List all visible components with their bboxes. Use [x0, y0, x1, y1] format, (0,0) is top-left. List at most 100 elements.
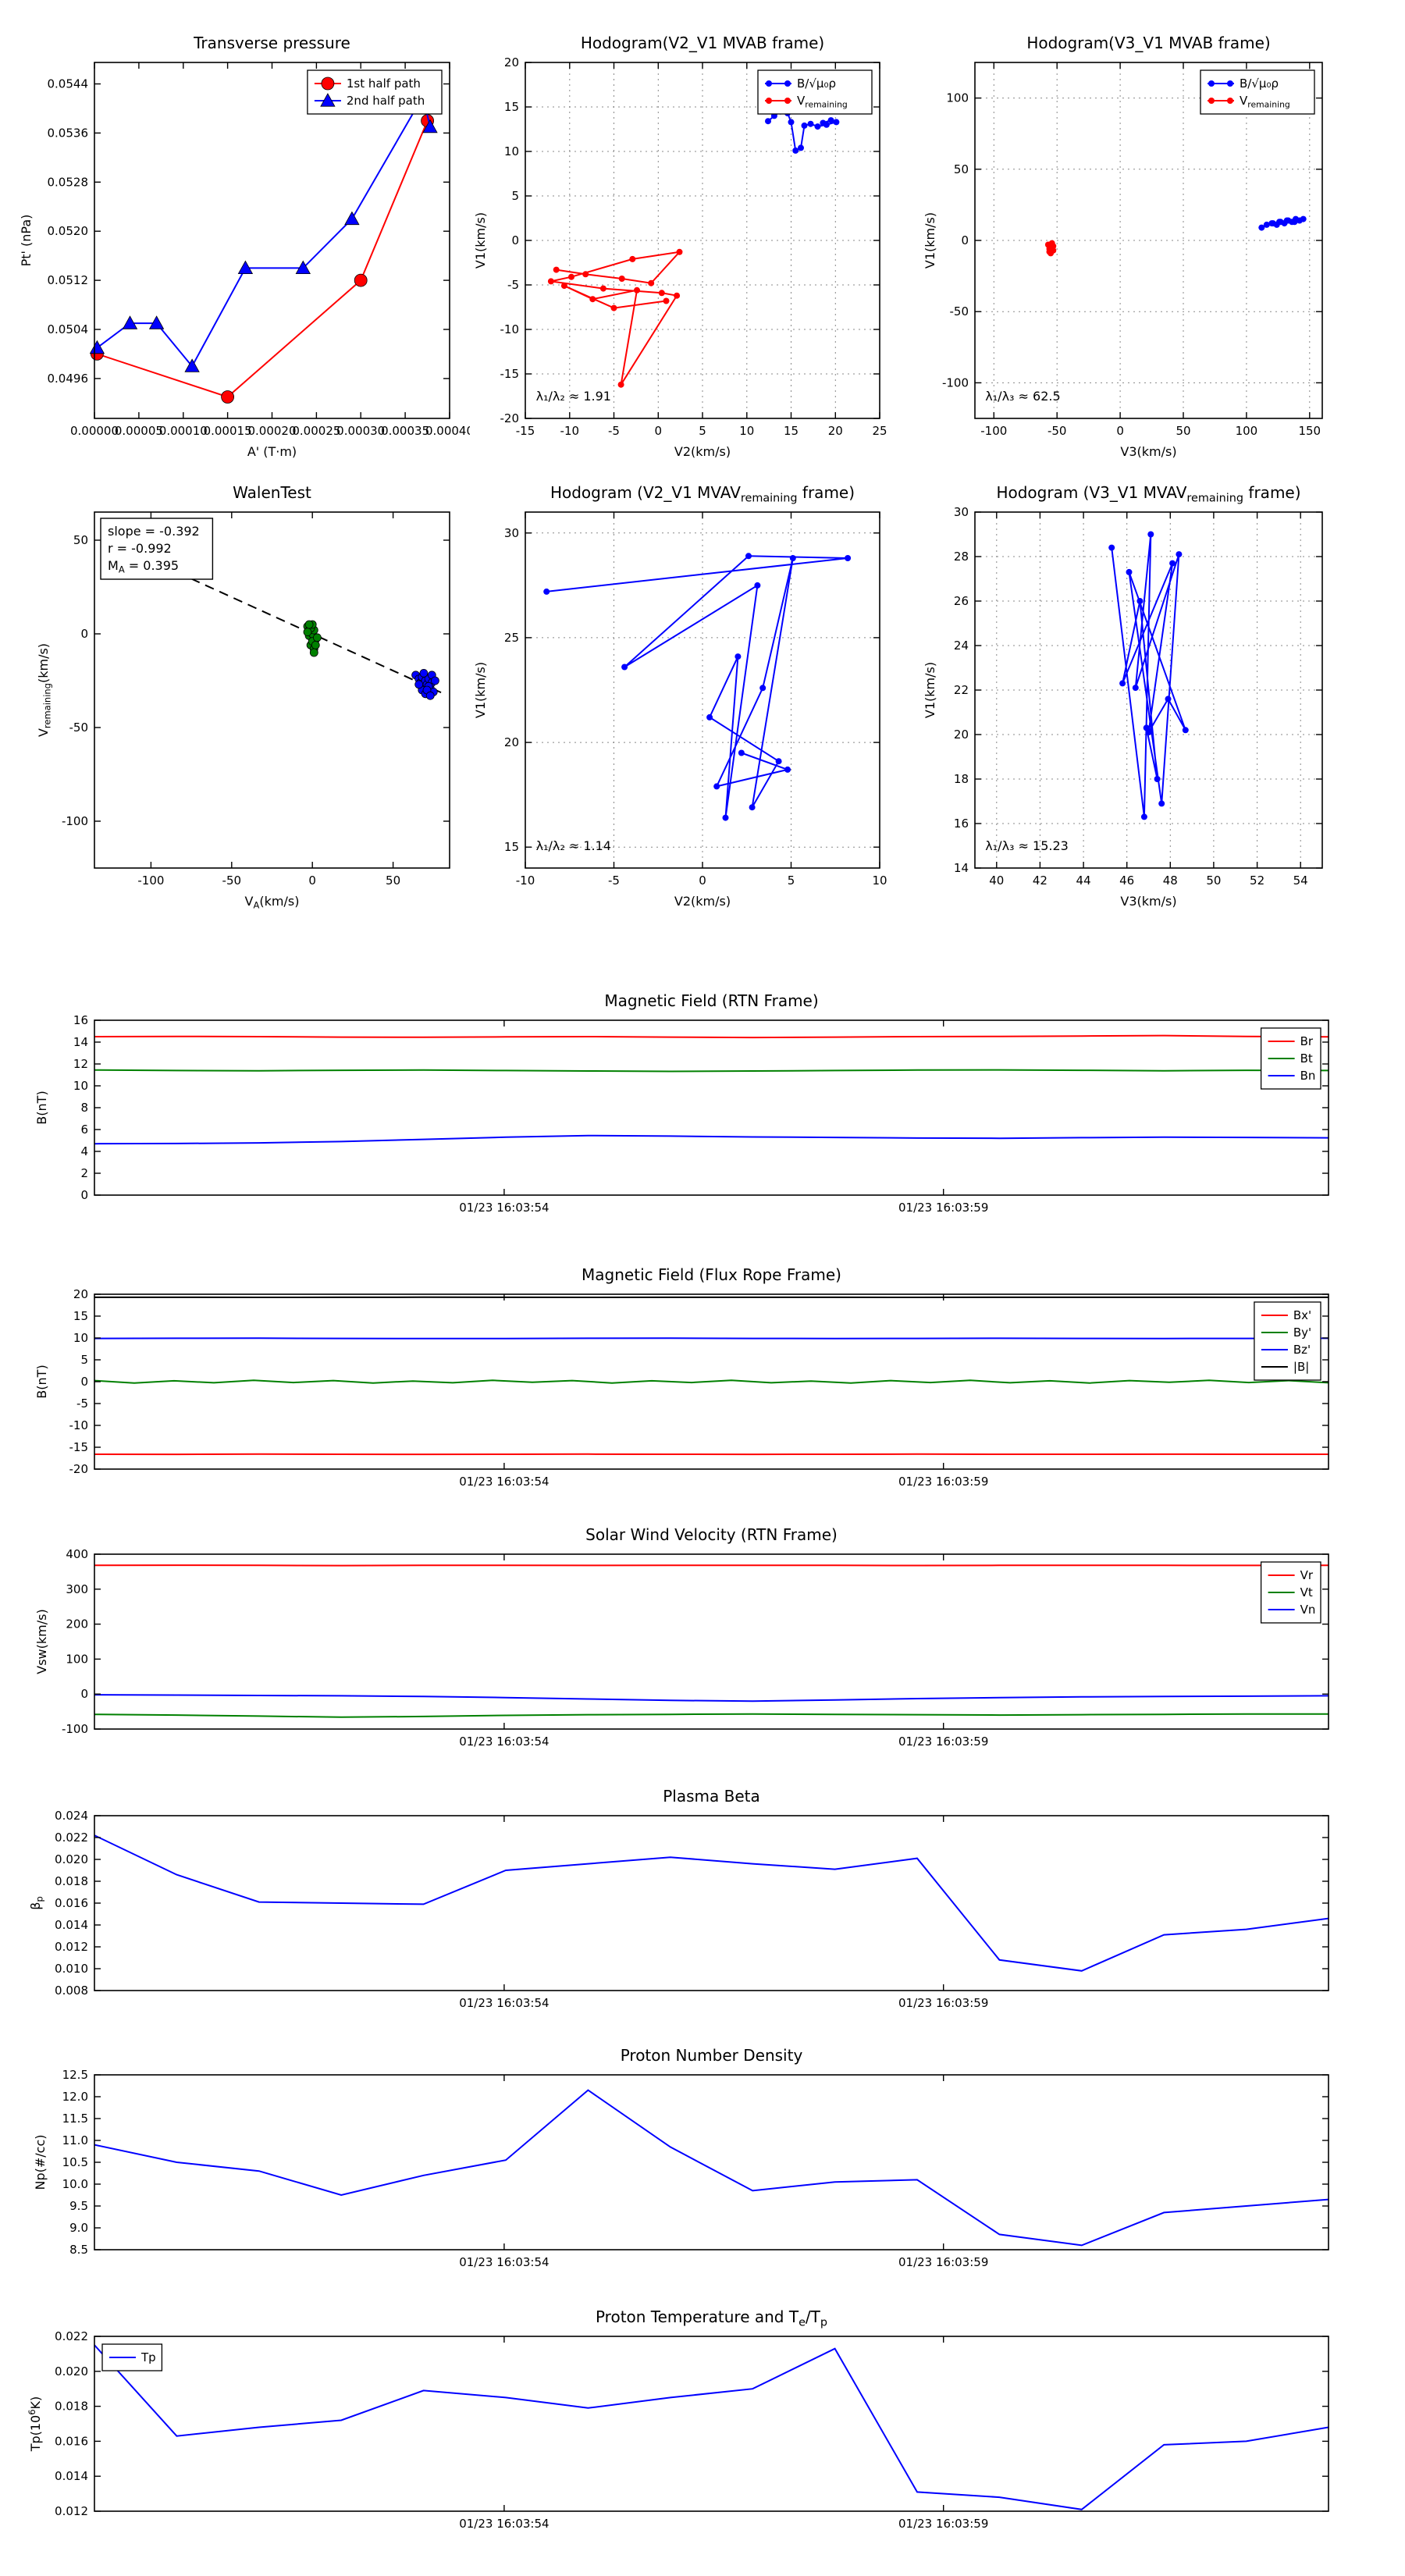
svg-text:15: 15 [73, 1309, 88, 1323]
svg-text:0.010: 0.010 [55, 1962, 88, 1976]
svg-text:0.022: 0.022 [55, 2329, 88, 2343]
svg-text:26: 26 [954, 594, 969, 608]
chart-title: Hodogram(V2_V1 MVAB frame) [581, 34, 824, 52]
svg-text:100: 100 [1236, 424, 1258, 438]
svg-text:0.00030: 0.00030 [336, 424, 385, 438]
svg-text:30: 30 [954, 505, 969, 519]
axes-frame [94, 62, 450, 419]
y-axis-label: B(nT) [34, 1364, 49, 1398]
svg-text:0: 0 [80, 1188, 88, 1202]
svg-text:-5: -5 [608, 873, 620, 888]
chart-title: Hodogram (V3_V1 MVAVremaining​ frame) [996, 483, 1300, 504]
svg-text:-5: -5 [76, 1397, 88, 1411]
annotation: λ₁/λ₃ ≈ 15.23 [985, 838, 1069, 853]
series-1st-half-path [91, 114, 434, 404]
svg-text:15: 15 [504, 840, 519, 854]
chart-plasma-beta: 01/23 16:03:54 01/23 16:03:59 0.008 0.010 0.… [14, 1769, 1389, 2026]
chart-title: Transverse pressure [193, 34, 350, 52]
series-Tp [94, 2344, 1329, 2510]
svg-text:0: 0 [511, 233, 519, 247]
x-axis-label: VA​(km/s) [245, 894, 300, 911]
svg-text:0.00010: 0.00010 [159, 424, 208, 438]
svg-text:50: 50 [1206, 873, 1221, 888]
svg-text:01/23 16:03:59: 01/23 16:03:59 [898, 1475, 988, 1489]
chart-magnetic-field-rtn: 01/23 16:03:54 01/23 16:03:59 0 2 4 6 8 10 12 14 1… [14, 973, 1389, 1231]
y-axis-label: Vremaining​(km/s) [36, 643, 53, 737]
legend: Br Bt Bn [1260, 1027, 1321, 1090]
svg-text:-15: -15 [516, 424, 535, 438]
svg-text:0.0544: 0.0544 [48, 77, 89, 91]
svg-text:48: 48 [1163, 873, 1178, 888]
svg-text:0.00035: 0.00035 [381, 424, 429, 438]
svg-text:Bz': Bz' [1293, 1343, 1311, 1357]
svg-text:r = -0.992: r = -0.992 [108, 541, 172, 556]
chart-proton-number-density: 01/23 16:03:54 01/23 16:03:59 8.5 9.0 9.5 10.… [14, 2028, 1389, 2286]
svg-text:Bn: Bn [1300, 1069, 1316, 1083]
svg-text:0.020: 0.020 [55, 1852, 88, 1866]
svg-text:-100: -100 [942, 375, 969, 390]
series-Bn [94, 1134, 1329, 1145]
svg-text:01/23 16:03:54: 01/23 16:03:54 [459, 2255, 549, 2269]
svg-text:18: 18 [954, 772, 969, 786]
axes-frame [94, 511, 450, 869]
svg-text:01/23 16:03:54: 01/23 16:03:54 [459, 1735, 549, 1749]
svg-text:20: 20 [504, 735, 519, 749]
svg-text:0.020: 0.020 [55, 2364, 88, 2379]
svg-text:50: 50 [954, 162, 969, 176]
svg-text:01/23 16:03:54: 01/23 16:03:54 [459, 1475, 549, 1489]
svg-text:150: 150 [1298, 424, 1321, 438]
svg-text:0.00000: 0.00000 [70, 424, 119, 438]
svg-text:0.024: 0.024 [55, 1809, 88, 1823]
x-axis-label: V2(km/s) [674, 894, 731, 909]
svg-text:14: 14 [73, 1035, 88, 1049]
svg-text:0.016: 0.016 [55, 2434, 88, 2448]
series-Vr [94, 1564, 1329, 1567]
chart-svg: 40 42 44 46 48 50 52 54 14 16 18 20 22 24 26 28 30 Hodogr… [923, 483, 1323, 909]
svg-text:Bt: Bt [1300, 1051, 1313, 1066]
svg-text:300: 300 [66, 1582, 88, 1596]
svg-text:10: 10 [739, 424, 754, 438]
svg-text:100: 100 [946, 91, 969, 105]
svg-text:0.00005: 0.00005 [115, 424, 163, 438]
stats-box: slope = -0.392 r = -0.992 MA​ = 0.395 [100, 518, 214, 580]
chart-magnetic-field-flux-rope: 01/23 16:03:54 01/23 16:03:59 -20 -15 -10 -5 0… [14, 1247, 1389, 1505]
svg-text:400: 400 [66, 1547, 88, 1561]
svg-text:0.00025: 0.00025 [292, 424, 340, 438]
svg-text:-50: -50 [69, 720, 89, 735]
chart-svg: 01/23 16:03:54 01/23 16:03:59 0.008 0.010 0.… [28, 1787, 1329, 2010]
svg-text:10: 10 [872, 873, 887, 888]
x-axis-label: V2(km/s) [674, 444, 731, 459]
chart-title: Proton Number Density [621, 2046, 803, 2065]
svg-text:01/23 16:03:59: 01/23 16:03:59 [898, 2517, 988, 2531]
svg-text:01/23 16:03:54: 01/23 16:03:54 [459, 2517, 549, 2531]
svg-text:0: 0 [80, 1375, 88, 1389]
svg-text:0: 0 [80, 627, 88, 641]
svg-text:-100: -100 [980, 424, 1007, 438]
chart-title: Plasma Beta [663, 1787, 760, 1806]
svg-text:-10: -10 [516, 873, 535, 888]
series-Vn [94, 1694, 1329, 1703]
series-Br [94, 1034, 1329, 1039]
chart-title: Solar Wind Velocity (RTN Frame) [585, 1525, 838, 1544]
axes-frame [94, 1815, 1329, 1991]
svg-text:1st half path: 1st half path [347, 76, 421, 91]
svg-text:44: 44 [1076, 873, 1091, 888]
svg-text:10.5: 10.5 [62, 2155, 88, 2169]
series-Np [94, 2089, 1329, 2247]
svg-text:Vr: Vr [1300, 1568, 1314, 1582]
svg-text:-20: -20 [500, 411, 520, 425]
series-beta [94, 1834, 1329, 1972]
svg-text:01/23 16:03:54: 01/23 16:03:54 [459, 1996, 549, 2010]
svg-text:-100: -100 [62, 1722, 88, 1736]
svg-text:30: 30 [504, 526, 519, 540]
chart-hodogram-v2v1-mvab: -15 -10 -5 0 5 10 15 20 25 -20 -15 -10 -5 0 5 10 15 20 Hod… [470, 12, 907, 478]
chart-svg: 01/23 16:03:54 01/23 16:03:59 8.5 9.0 9.5 10.… [33, 2046, 1329, 2269]
chart-hodogram-v3v1-mvav: 40 42 44 46 48 50 52 54 14 16 18 20 22 24 26 28 30 Hodogr… [907, 462, 1375, 927]
svg-text:8.5: 8.5 [69, 2243, 88, 2257]
chart-title: Magnetic Field (Flux Rope Frame) [582, 1265, 841, 1284]
chart-svg: 01/23 16:03:54 01/23 16:03:59 0 2 4 6 8 10 12 14 1… [34, 991, 1329, 1215]
svg-text:01/23 16:03:59: 01/23 16:03:59 [898, 2255, 988, 2269]
svg-text:01/23 16:03:59: 01/23 16:03:59 [898, 1201, 988, 1215]
svg-text:25: 25 [504, 631, 519, 645]
svg-text:0.014: 0.014 [55, 1918, 88, 1932]
